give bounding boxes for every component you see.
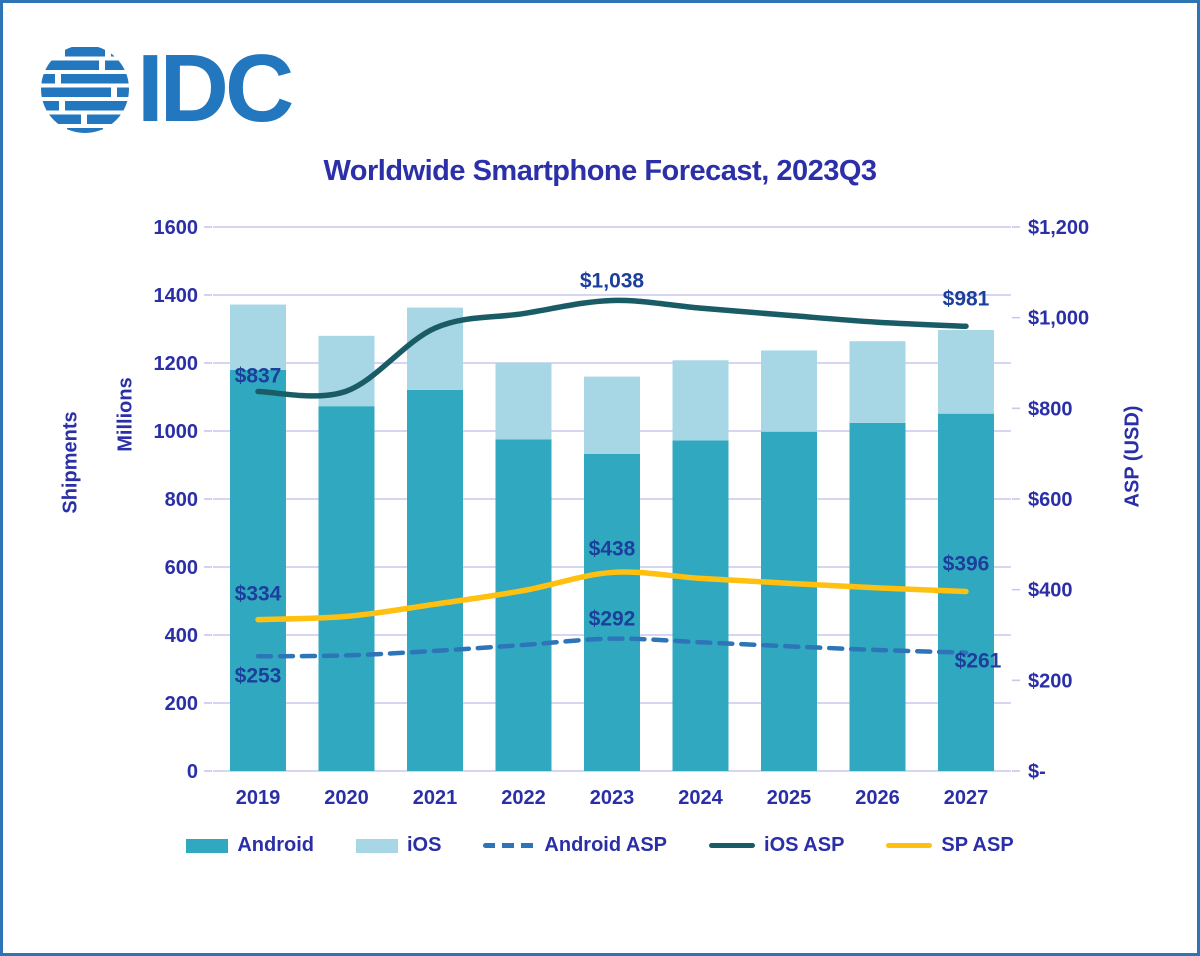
right-axis-tick-label: $1,200 — [1028, 217, 1089, 239]
legend-label: Android — [237, 834, 314, 856]
legend-swatch-ios — [355, 838, 398, 853]
left-axis-tick-label: 400 — [165, 625, 198, 647]
bar-android-2024 — [672, 440, 729, 771]
bar-ios-2027 — [938, 330, 994, 414]
x-axis-year-label: 2024 — [678, 787, 723, 809]
x-axis-year-label: 2026 — [855, 787, 900, 809]
legend-label: SP ASP — [941, 834, 1014, 856]
data-label-sp-asp-2019: $334 — [235, 583, 282, 606]
data-label-ios-asp-2019: $837 — [235, 365, 282, 388]
data-label-sp-asp-2023: $438 — [589, 537, 636, 560]
bar-android-2021 — [407, 389, 463, 771]
left-axis-tick-label: 1400 — [154, 285, 199, 307]
bar-android-2019 — [230, 369, 286, 771]
bar-ios-2025 — [761, 350, 817, 432]
legend-swatch-android-asp — [483, 843, 536, 848]
idc-logo-text: IDC — [137, 35, 294, 142]
legend-swatch-android — [186, 838, 229, 853]
legend-label: iOS — [406, 834, 442, 856]
bar-ios-2019 — [230, 304, 286, 370]
bar-android-2025 — [761, 431, 817, 771]
x-axis-year-label: 2025 — [767, 787, 812, 809]
x-axis-year-label: 2019 — [236, 787, 281, 809]
left-axis-tick-label: 1600 — [154, 217, 199, 239]
left-axis-tick-label: 1200 — [154, 353, 199, 375]
right-axis-tick-label: $- — [1028, 761, 1046, 783]
data-label-android-asp-2027: $261 — [955, 650, 1002, 673]
left-axis-tick-label: 800 — [165, 489, 198, 511]
bar-ios-2024 — [672, 360, 729, 441]
legend-item-android: Android — [186, 834, 314, 857]
left-axis-tick-label: 1000 — [154, 421, 199, 443]
right-axis-tick-label: $600 — [1028, 489, 1073, 511]
line-android-asp — [255, 636, 969, 659]
legend-item-ios-asp: iOS ASP — [709, 834, 844, 857]
legend-item-sp-asp: SP ASP — [886, 834, 1014, 857]
bar-android-2022 — [495, 439, 552, 771]
bar-android-2026 — [849, 422, 906, 771]
forecast-chart-plot: 0 200 400 600 800 1000 1200 1400 1600 $- $200 $400 $… — [154, 217, 1090, 809]
right-axis-tick-label: $1,000 — [1028, 308, 1089, 330]
data-label-ios-asp-2023: $1,038 — [580, 269, 645, 292]
idc-globe-icon — [41, 47, 129, 133]
bar-ios-2022 — [495, 362, 552, 440]
line-sp-asp — [255, 569, 969, 623]
right-axis-tick-label: $800 — [1028, 398, 1073, 420]
x-axis-year-label: 2020 — [324, 787, 369, 809]
bar-ios-2023 — [584, 376, 640, 454]
data-label-ios-asp-2027: $981 — [943, 287, 990, 310]
x-axis-year-label: 2022 — [501, 787, 546, 809]
right-axis-tick-label: $200 — [1028, 670, 1073, 692]
chart-title: Worldwide Smartphone Forecast, 2023Q3 — [323, 155, 877, 187]
bar-android-2020 — [318, 406, 375, 771]
data-label-android-asp-2019: $253 — [235, 664, 282, 687]
line-ios-asp — [255, 297, 969, 399]
x-axis-year-label: 2023 — [590, 787, 635, 809]
chart-legend: Android iOS Android ASP iOS ASP SP ASP — [3, 834, 1197, 857]
x-axis-year-label: 2021 — [413, 787, 458, 809]
bar-android-2023 — [584, 453, 640, 771]
legend-swatch-sp-asp — [886, 843, 933, 848]
data-label-sp-asp-2027: $396 — [943, 552, 990, 575]
bar-ios-2026 — [849, 341, 906, 423]
legend-item-ios: iOS — [355, 834, 442, 857]
idc-logo: IDC — [39, 35, 294, 142]
legend-label: Android ASP — [544, 834, 668, 856]
right-axis-tick-label: $400 — [1028, 580, 1073, 602]
legend-swatch-ios-asp — [709, 843, 756, 848]
legend-label: iOS ASP — [764, 834, 845, 856]
legend-item-android-asp: Android ASP — [483, 834, 667, 857]
data-label-android-asp-2023: $292 — [589, 608, 636, 631]
left-axis-tick-label: 0 — [187, 761, 198, 783]
left-axis-tick-label: 600 — [165, 557, 198, 579]
left-axis-tick-label: 200 — [165, 693, 198, 715]
x-axis-year-label: 2027 — [944, 787, 989, 809]
